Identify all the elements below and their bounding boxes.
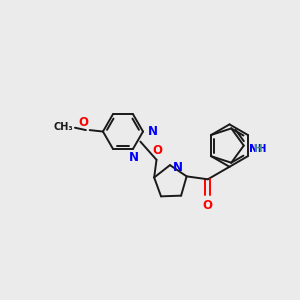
- Text: N: N: [249, 144, 258, 154]
- Text: NH: NH: [249, 144, 267, 154]
- Text: H: H: [254, 144, 263, 154]
- Text: N: N: [147, 125, 158, 138]
- Text: O: O: [153, 144, 163, 157]
- Text: O: O: [79, 116, 88, 129]
- Text: N: N: [173, 161, 183, 174]
- Text: O: O: [203, 199, 213, 212]
- Text: N: N: [129, 151, 139, 164]
- Text: CH₃: CH₃: [54, 122, 73, 132]
